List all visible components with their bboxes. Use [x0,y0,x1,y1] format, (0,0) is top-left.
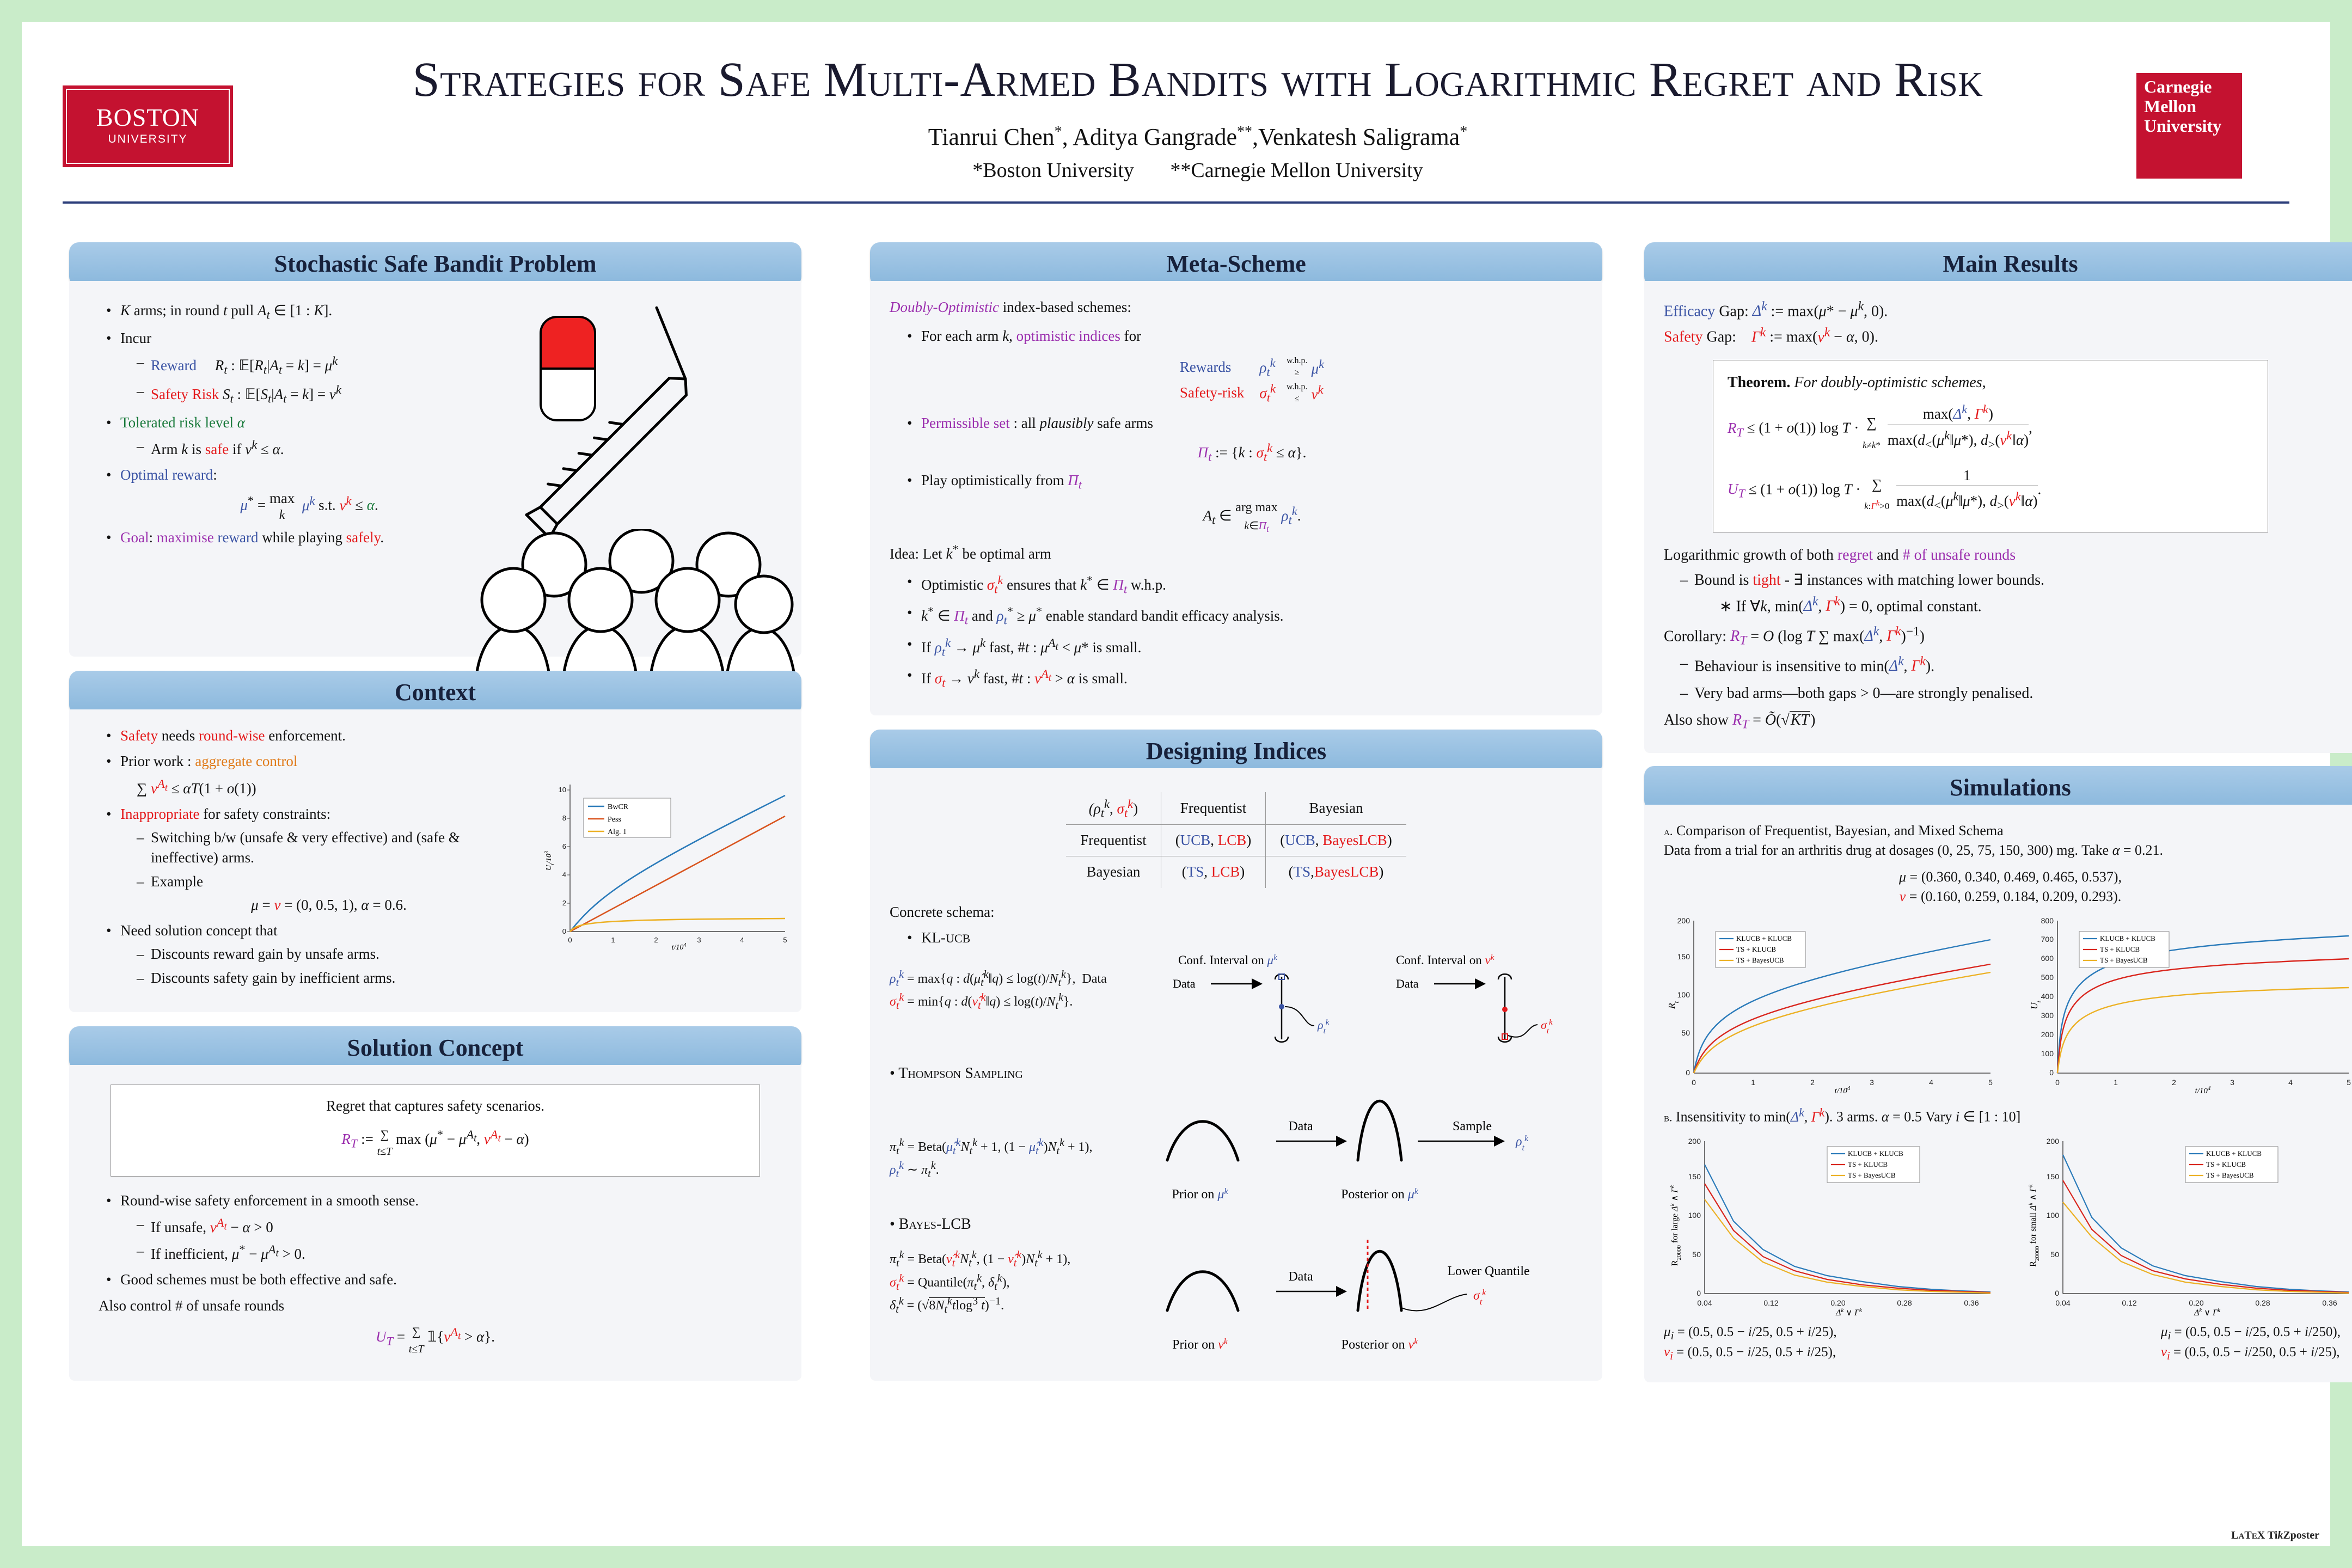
svg-text:200: 200 [2041,1030,2054,1039]
svg-text:0.04: 0.04 [1697,1298,1712,1307]
svg-text:Δk ∨ Γk: Δk ∨ Γk [1835,1307,1863,1315]
svg-text:Prior on νk: Prior on νk [1172,1337,1228,1352]
svg-text:TS + KLUCB: TS + KLUCB [1736,945,1776,953]
svg-text:5: 5 [1988,1078,1993,1087]
svg-text:Sample: Sample [1453,1119,1492,1134]
svg-text:0: 0 [1696,1289,1701,1297]
svg-text:Posterior on νk: Posterior on νk [1342,1337,1418,1352]
svg-text:TS + BayesUCB: TS + BayesUCB [1848,1171,1896,1179]
svg-text:50: 50 [2050,1250,2059,1259]
svg-text:200: 200 [1677,916,1690,925]
svg-text:Posterior on μk: Posterior on μk [1341,1186,1419,1202]
svg-text:0: 0 [1692,1078,1696,1087]
svg-text:0.20: 0.20 [1830,1298,1845,1307]
svg-text:TS + BayesUCB: TS + BayesUCB [2100,956,2148,964]
svg-text:2: 2 [1810,1078,1815,1087]
svg-text:150: 150 [1677,952,1690,961]
svg-text:2: 2 [562,899,566,907]
svg-text:ρtk: ρtk [1317,1018,1330,1036]
svg-text:t/104: t/104 [672,942,687,952]
svg-text:8: 8 [562,814,566,822]
svg-text:1: 1 [1751,1078,1755,1087]
svg-text:Δk ∨ Γk: Δk ∨ Γk [2194,1307,2221,1315]
svg-text:0.36: 0.36 [1964,1298,1979,1307]
svg-text:100: 100 [2041,1049,2054,1058]
svg-text:KLUCB + KLUCB: KLUCB + KLUCB [2206,1149,2262,1157]
svg-text:Ut/103: Ut/103 [544,851,556,871]
svg-text:KLUCB + KLUCB: KLUCB + KLUCB [2100,934,2155,942]
svg-text:500: 500 [2041,973,2054,982]
svg-text:600: 600 [2041,954,2054,963]
svg-text:Ut: Ut [2029,1001,2043,1009]
svg-text:200: 200 [1688,1137,1701,1146]
svg-text:1: 1 [611,936,615,944]
svg-text:KLUCB + KLUCB: KLUCB + KLUCB [1736,934,1792,942]
svg-text:Conf. Interval on νk: Conf. Interval on νk [1396,953,1494,967]
svg-text:150: 150 [2047,1172,2060,1181]
svg-text:0: 0 [2055,1289,2059,1297]
svg-text:3: 3 [2230,1078,2234,1087]
svg-text:0.28: 0.28 [2255,1298,2270,1307]
svg-text:0.36: 0.36 [2322,1298,2337,1307]
svg-text:2: 2 [2172,1078,2176,1087]
svg-text:1: 1 [2114,1078,2118,1087]
svg-text:Rt: Rt [1667,1001,1680,1009]
svg-text:Data: Data [1173,977,1196,990]
svg-text:4: 4 [2288,1078,2293,1087]
svg-text:150: 150 [1688,1172,1701,1181]
svg-text:R20000 for small Δk ∧ Γk: R20000 for small Δk ∧ Γk [2028,1184,2041,1267]
svg-text:4: 4 [1929,1078,1933,1087]
svg-text:4: 4 [562,871,566,879]
svg-text:0.04: 0.04 [2055,1298,2070,1307]
svg-text:0.20: 0.20 [2189,1298,2203,1307]
svg-text:200: 200 [2047,1137,2060,1146]
svg-text:σtk: σtk [1541,1018,1553,1036]
svg-text:0.28: 0.28 [1897,1298,1912,1307]
svg-text:R20000 for large Δk ∧ Γk: R20000 for large Δk ∧ Γk [1669,1184,1682,1266]
svg-text:0: 0 [2049,1068,2054,1077]
svg-text:700: 700 [2041,935,2054,944]
svg-text:10: 10 [559,786,566,794]
svg-text:0: 0 [1686,1068,1690,1077]
svg-text:6: 6 [562,842,566,850]
svg-text:t/104: t/104 [2195,1085,2211,1095]
svg-text:0.12: 0.12 [2122,1298,2136,1307]
svg-text:TS + BayesUCB: TS + BayesUCB [2206,1171,2254,1179]
svg-text:50: 50 [1681,1028,1690,1037]
svg-text:3: 3 [697,936,701,944]
svg-text:BwCR: BwCR [608,803,629,811]
svg-text:5: 5 [783,936,787,944]
svg-text:50: 50 [1692,1250,1701,1259]
svg-text:σtk: σtk [1473,1288,1486,1307]
svg-text:0: 0 [2055,1078,2060,1087]
svg-text:Alg. 1: Alg. 1 [608,828,627,836]
svg-text:400: 400 [2041,992,2054,1001]
svg-text:TS + BayesUCB: TS + BayesUCB [1736,956,1784,964]
svg-text:4: 4 [740,936,744,944]
svg-text:Conf. Interval on μk: Conf. Interval on μk [1178,953,1277,967]
svg-text:Lower Quantile: Lower Quantile [1447,1264,1529,1278]
svg-text:Data: Data [1396,977,1419,990]
svg-text:TS + KLUCB: TS + KLUCB [2100,945,2140,953]
svg-text:800: 800 [2041,916,2054,925]
svg-text:3: 3 [1870,1078,1874,1087]
svg-text:TS + KLUCB: TS + KLUCB [1848,1160,1888,1168]
svg-text:100: 100 [1688,1211,1701,1220]
svg-text:100: 100 [2047,1211,2060,1220]
svg-text:Data: Data [1288,1270,1313,1284]
svg-text:300: 300 [2041,1011,2054,1020]
svg-text:ρtk: ρtk [1515,1134,1529,1152]
svg-text:0: 0 [562,927,566,935]
svg-text:KLUCB + KLUCB: KLUCB + KLUCB [1848,1149,1903,1157]
svg-text:Pess: Pess [608,816,621,824]
svg-text:0.12: 0.12 [1763,1298,1778,1307]
svg-text:2: 2 [654,936,658,944]
svg-text:Prior on μk: Prior on μk [1172,1186,1228,1202]
svg-text:0: 0 [568,936,572,944]
svg-text:5: 5 [2347,1078,2351,1087]
svg-text:TS + KLUCB: TS + KLUCB [2206,1160,2246,1168]
svg-text:100: 100 [1677,990,1690,999]
svg-text:t/104: t/104 [1835,1085,1851,1095]
svg-text:Data: Data [1288,1119,1313,1134]
